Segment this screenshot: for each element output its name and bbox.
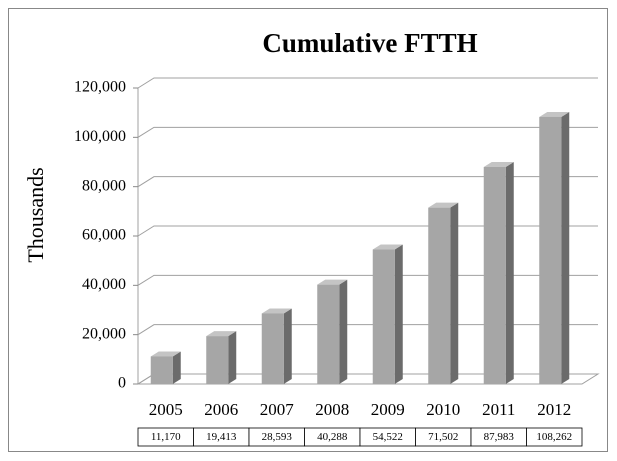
y-axis-label: Thousands	[23, 167, 48, 262]
bar	[372, 249, 395, 384]
bar	[428, 207, 451, 384]
y-tick-label: 100,000	[74, 128, 126, 145]
grid-line	[137, 77, 598, 89]
x-tick-label: 2008	[315, 400, 349, 419]
bar	[261, 313, 284, 384]
y-tick-label: 60,000	[82, 227, 126, 244]
bar-side	[172, 351, 181, 384]
bar-side	[228, 331, 237, 384]
bar-top	[372, 244, 403, 250]
table-value: 54,522	[373, 431, 403, 443]
table-value: 28,593	[262, 431, 293, 443]
bar-side	[394, 244, 403, 384]
y-tick-label: 20,000	[82, 325, 126, 342]
table-value: 40,288	[317, 431, 348, 443]
bar-side	[505, 161, 514, 384]
bar-side	[450, 202, 459, 384]
y-tick-label: 80,000	[82, 177, 126, 194]
bar-top	[428, 202, 459, 208]
bar	[206, 336, 229, 384]
chart-title: Cumulative FTTH	[262, 28, 477, 58]
table-value: 19,413	[206, 431, 237, 443]
bar	[150, 356, 173, 384]
x-tick-label: 2010	[426, 400, 460, 419]
y-tick-label: 40,000	[82, 276, 126, 293]
x-tick-label: 2011	[482, 400, 515, 419]
bar-side	[561, 111, 570, 384]
bar	[317, 284, 340, 384]
bar-top	[261, 308, 292, 314]
grid-line	[137, 126, 598, 138]
bar-side	[283, 308, 292, 384]
x-tick-label: 2007	[260, 400, 295, 419]
bar-top	[206, 331, 237, 337]
grid-line	[137, 176, 598, 188]
bar-top	[483, 161, 514, 167]
table-value: 11,170	[151, 431, 181, 443]
table-value: 87,983	[484, 431, 515, 443]
x-tick-label: 2006	[204, 400, 238, 419]
x-tick-label: 2005	[149, 400, 183, 419]
bar-top	[539, 111, 570, 117]
bar	[539, 116, 562, 384]
bar-top	[317, 279, 348, 285]
bar	[483, 166, 506, 384]
y-tick-label: 0	[118, 375, 126, 392]
bar-side	[339, 279, 348, 384]
x-tick-label: 2009	[371, 400, 405, 419]
y-tick-label: 120,000	[74, 79, 126, 96]
table-value: 108,262	[536, 431, 572, 443]
bar-top	[150, 351, 181, 357]
x-tick-label: 2012	[537, 400, 571, 419]
table-cell	[526, 427, 583, 447]
table-value: 71,502	[428, 431, 458, 443]
